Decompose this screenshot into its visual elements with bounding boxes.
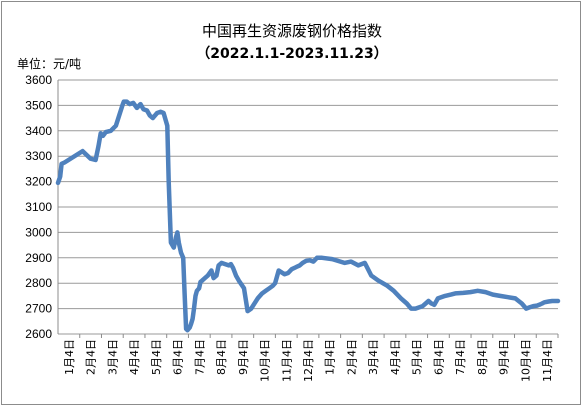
x-axis-ticks: 1月4日 2月4日 3月4日 4月4日 5月4日 6月4日 7月4日 8月4日 9月4日 10月4…: [63, 334, 559, 382]
x-tick-label: 11月4日: [541, 339, 554, 382]
y-tick-label: 2800: [25, 276, 52, 290]
gridlines: [58, 79, 558, 335]
y-tick-label: 2900: [25, 251, 52, 265]
x-tick-label: 12月4日: [302, 339, 315, 382]
x-tick-label: 6月4日: [432, 339, 445, 375]
x-tick-label: 4月4日: [128, 339, 141, 375]
x-tick-label: 6月4日: [172, 339, 185, 375]
x-tick-label: 3月4日: [367, 339, 380, 375]
x-tick-label: 11月4日: [280, 339, 293, 382]
y-tick-label: 3000: [25, 225, 52, 239]
x-tick-label: 1月4日: [324, 339, 337, 375]
x-tick-label: 5月4日: [411, 339, 424, 375]
x-tick-label: 2月4日: [85, 339, 98, 375]
x-tick-label: 7月4日: [454, 339, 467, 375]
x-tick-label: 10月4日: [519, 339, 532, 382]
chart-title: 中国再生资源废钢价格指数: [202, 22, 382, 40]
x-tick-label: 8月4日: [215, 339, 228, 375]
x-tick-label: 1月4日: [63, 339, 76, 375]
y-tick-label: 3600: [25, 73, 52, 87]
y-tick-label: 3100: [25, 200, 52, 214]
y-tick-label: 3400: [25, 124, 52, 138]
x-tick-label: 4月4日: [389, 339, 402, 375]
price-index-line: [55, 99, 561, 333]
x-tick-label: 9月4日: [498, 339, 511, 375]
x-tick-label: 7月4日: [193, 339, 206, 375]
y-tick-label: 2600: [25, 327, 52, 341]
chart-subtitle: （2022.1.1-2023.11.23）: [196, 46, 387, 62]
y-tick-label: 3300: [25, 149, 52, 163]
y-axis-ticks: 3600 3500 3400 3300 3200 3100 3000 2900 2800 2700…: [25, 73, 52, 341]
y-tick-label: 3200: [25, 175, 52, 189]
y-tick-label: 2700: [25, 302, 52, 316]
x-tick-label: 5月4日: [150, 339, 163, 375]
unit-label: 单位：元/吨: [17, 56, 81, 71]
x-tick-label: 10月4日: [259, 339, 272, 382]
y-tick-label: 3500: [25, 98, 52, 112]
x-tick-label: 3月4日: [106, 339, 119, 375]
x-tick-label: 9月4日: [237, 339, 250, 375]
x-tick-label: 8月4日: [476, 339, 489, 375]
x-tick-label: 2月4日: [345, 339, 358, 375]
